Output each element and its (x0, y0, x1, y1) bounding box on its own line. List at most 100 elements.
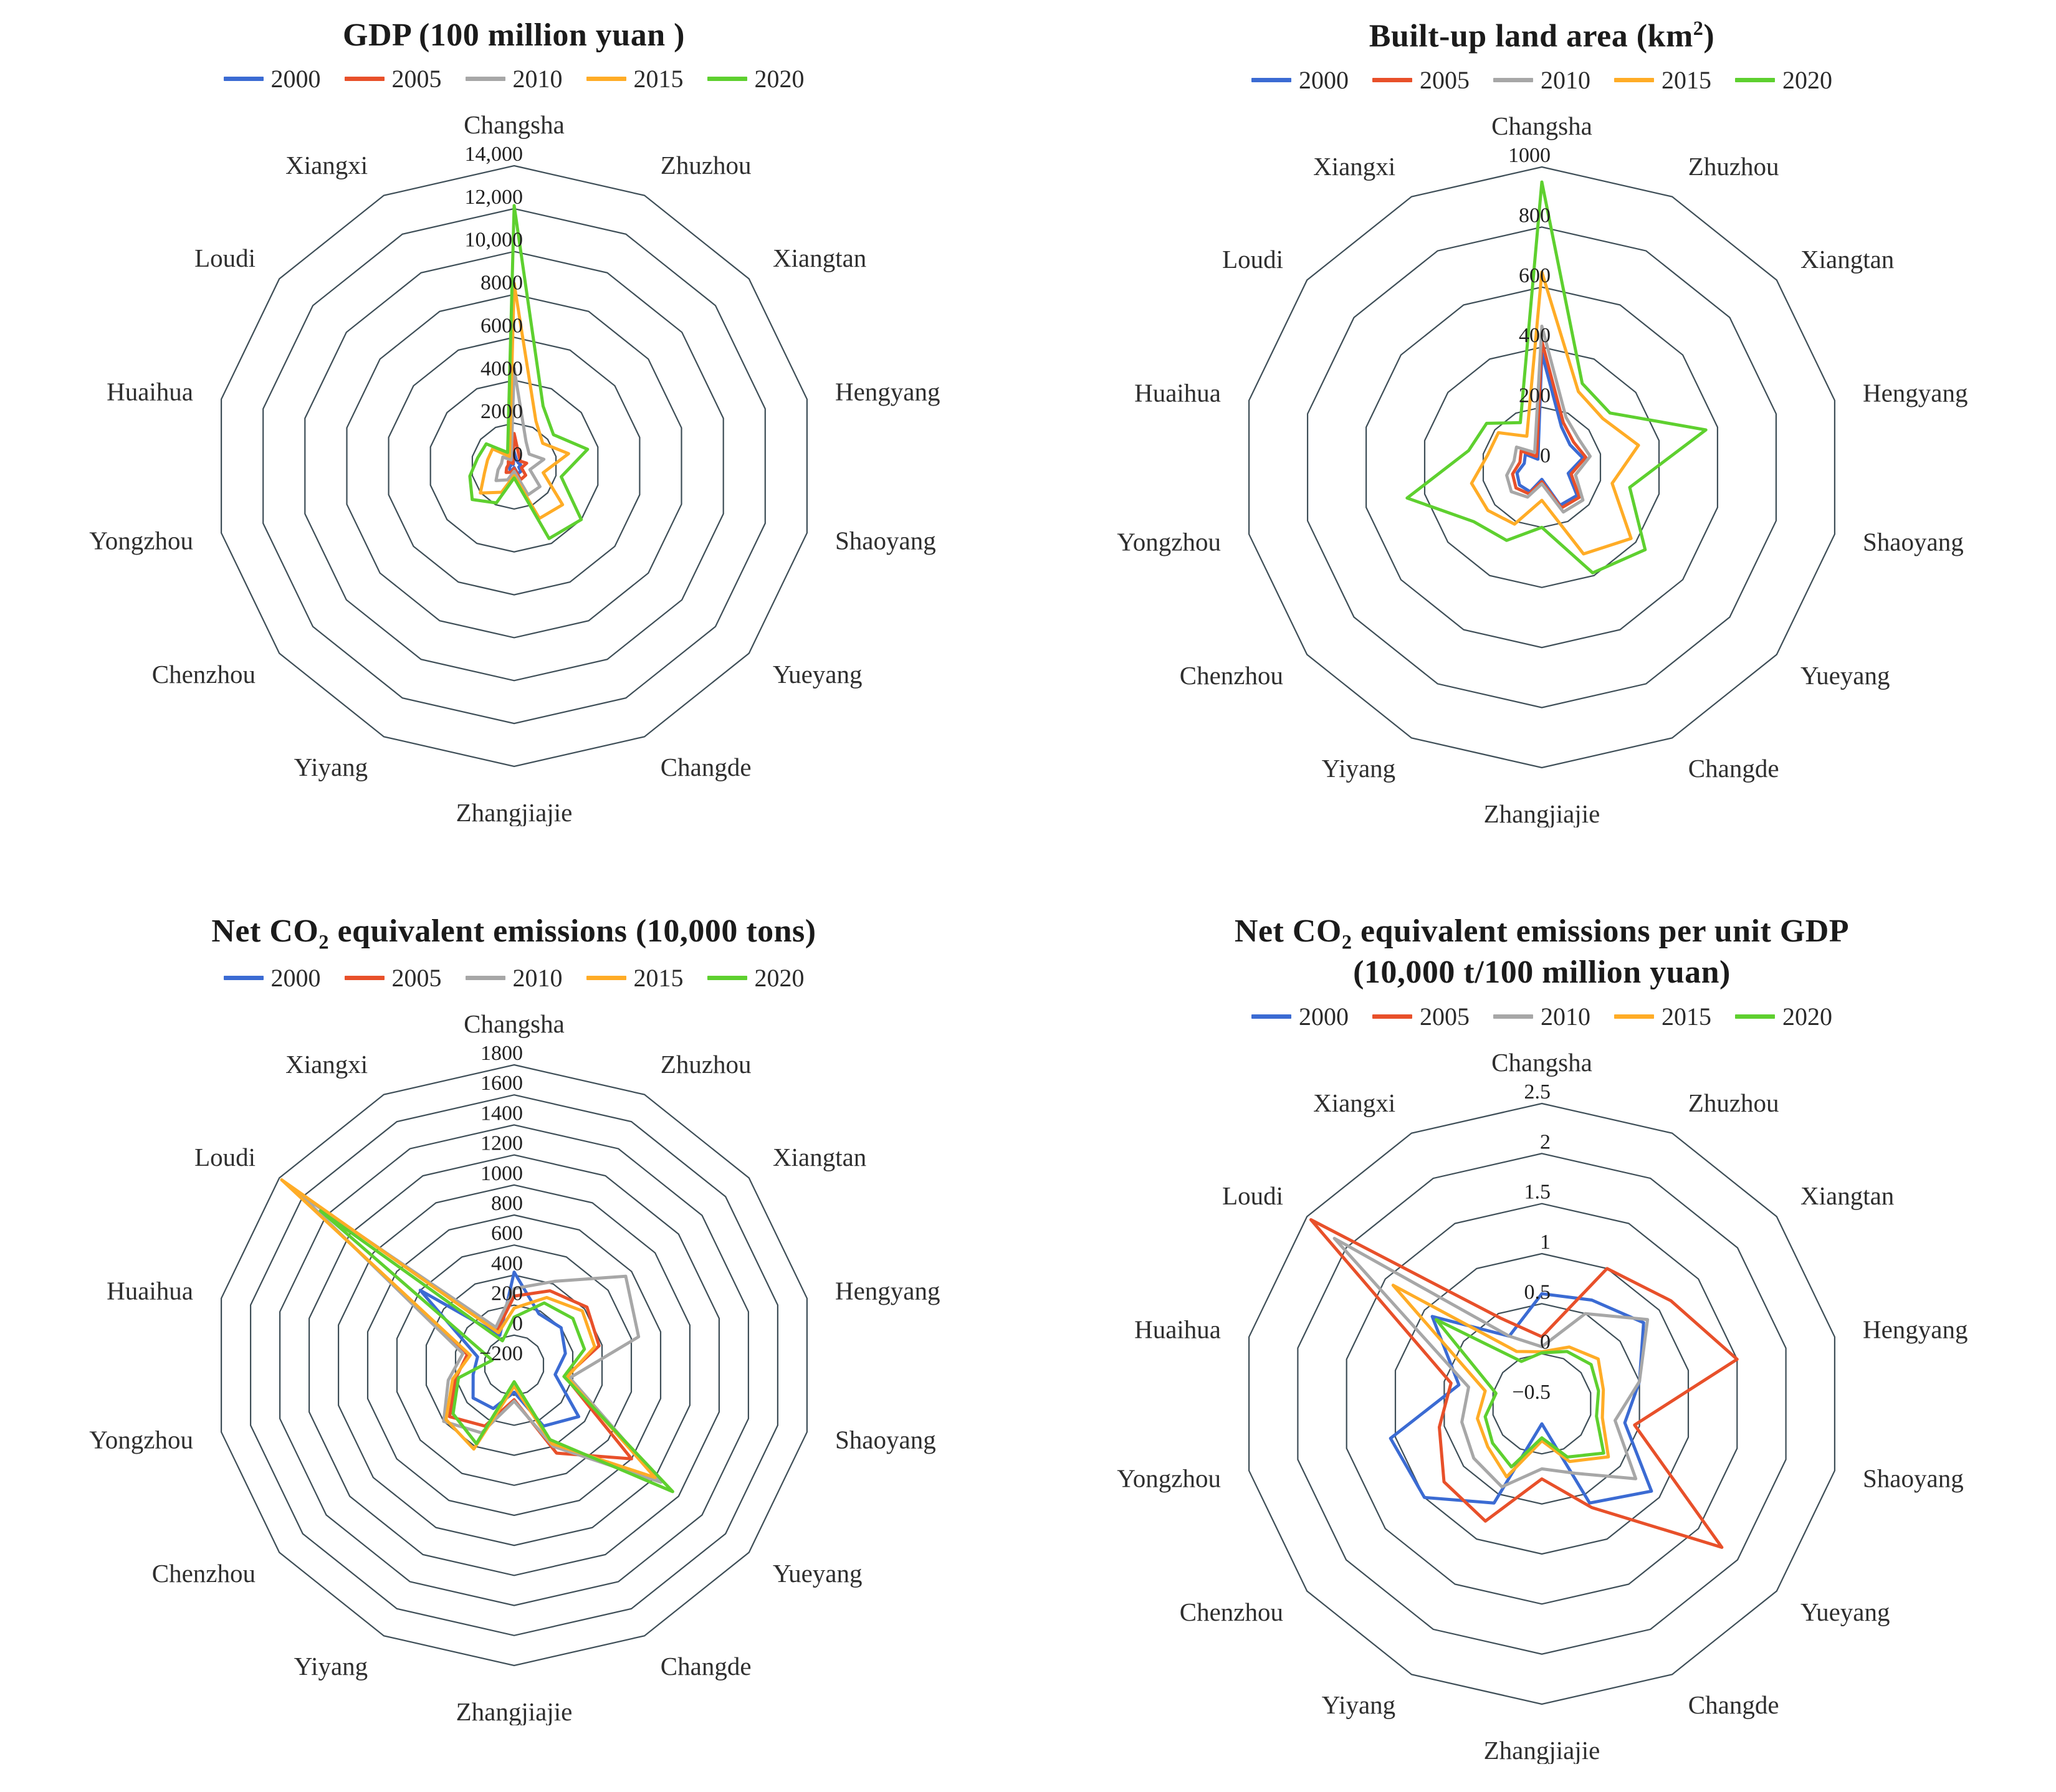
legend-line-swatch (465, 976, 505, 981)
legend-line-swatch (1614, 77, 1654, 82)
radar-plot: 0 200 400 600 800 1000 Changsha Zhuzhou Xiangtan… (1117, 112, 1968, 827)
category-label: Yiyang (1322, 1690, 1395, 1719)
legend-item: 2005 (1372, 1002, 1470, 1031)
legend-label: 2000 (1299, 1002, 1349, 1031)
category-label: Loudi (194, 244, 256, 272)
legend-line-swatch (1735, 1014, 1775, 1019)
grid-ring (1443, 1302, 1640, 1505)
category-label: Loudi (194, 1143, 256, 1171)
category-label: Changsha (1491, 112, 1592, 140)
legend-line-swatch (1493, 77, 1533, 82)
radar-plot: 0 2000 4000 6000 8000 10,000 12,000 14,000 Chang… (89, 110, 940, 826)
grid-ring (1365, 286, 1719, 649)
grid-ring (249, 1094, 778, 1637)
series-2005-polygon (1309, 1218, 1739, 1549)
legend-item: 2015 (586, 963, 684, 993)
legend-label: 2005 (391, 65, 442, 93)
legend-line-swatch (707, 976, 747, 981)
series-2015-polygon (279, 1178, 657, 1480)
category-label: Zhangjiajie (1484, 1736, 1600, 1764)
category-label: Xiangxi (1313, 152, 1395, 181)
category-label: Shaoyang (835, 527, 936, 555)
legend-item: 2000 (1251, 65, 1349, 95)
category-label: Loudi (1222, 244, 1283, 273)
category-label: Xiangxi (285, 151, 368, 179)
series-2020-polygon (467, 204, 589, 541)
legend-label: 2010 (512, 65, 563, 93)
tick-label: 1600 (481, 1072, 523, 1095)
tick-label: 12,000 (464, 186, 523, 209)
category-label: Yiyang (294, 753, 367, 781)
legend-item: 2005 (1372, 65, 1470, 95)
legend-label: 2000 (270, 964, 321, 993)
legend-item: 2000 (223, 64, 321, 93)
category-label: Yueyang (773, 660, 862, 689)
chart-legend: 2000 2005 2010 2015 2020 (223, 963, 805, 993)
category-label: Xiangtan (1800, 1181, 1894, 1210)
chart-title: Net CO2 equivalent emissions (10,000 ton… (211, 912, 816, 953)
category-label: Yueyang (1800, 1598, 1890, 1626)
grid-ring (337, 1184, 691, 1547)
category-label: Zhangjiajie (1484, 799, 1600, 827)
legend-line-swatch (1251, 1014, 1291, 1019)
legend-line-swatch (1251, 77, 1291, 82)
legend-label: 2000 (1299, 65, 1349, 94)
category-label: Changde (660, 753, 751, 781)
tick-label: 0 (1540, 444, 1551, 467)
tick-label: 1000 (481, 1162, 523, 1185)
legend-line-swatch (223, 77, 264, 82)
series-2020-polygon (1434, 1318, 1605, 1469)
legend-label: 2020 (1782, 1002, 1832, 1031)
category-label: Changsha (1491, 1048, 1592, 1077)
category-label: Changde (1688, 1690, 1779, 1719)
category-label: Shaoyang (1863, 1464, 1964, 1492)
tick-label: 600 (491, 1222, 523, 1246)
category-label: Hengyang (1863, 1315, 1968, 1343)
legend-label: 2015 (1662, 65, 1711, 94)
chart-legend: 2000 2005 2010 2015 2020 (1251, 65, 1832, 95)
legend-item: 2020 (707, 963, 805, 993)
category-label: Changsha (464, 110, 565, 139)
tick-label: 2.5 (1524, 1080, 1551, 1103)
category-label: Huaihua (107, 378, 193, 406)
tick-label: 1 (1540, 1231, 1551, 1254)
category-label: Chenzhou (1180, 1598, 1283, 1626)
category-label: Yongzhou (89, 527, 193, 555)
grid-ring (220, 165, 808, 768)
legend-label: 2020 (754, 964, 805, 993)
tick-label: −200 (479, 1342, 522, 1365)
category-label: Zhuzhou (660, 1051, 751, 1079)
category-label: Yongzhou (1117, 527, 1221, 556)
category-label: Xiangxi (285, 1051, 368, 1079)
grid-ring (1307, 226, 1777, 708)
legend-item: 2015 (586, 64, 684, 93)
category-label: Yiyang (294, 1652, 367, 1680)
legend-line-swatch (1735, 77, 1775, 82)
legend-label: 2015 (1662, 1002, 1711, 1031)
category-label: Yongzhou (1117, 1464, 1221, 1492)
chart-builtup-land-area: Built-up land area (km2) 2000 2005 2010 2015… (1028, 0, 2056, 896)
chart-title-line: Net CO2 equivalent emissions per unit GD… (1234, 913, 1850, 953)
tick-label: 8000 (481, 272, 523, 295)
tick-label: 6000 (481, 315, 523, 338)
legend-label: 2010 (1541, 1002, 1590, 1031)
chart-title: GDP (100 million yuan ) (343, 16, 685, 54)
legend-line-swatch (707, 77, 747, 82)
tick-label: 1200 (481, 1132, 523, 1155)
legend-label: 2005 (391, 964, 442, 993)
grid-ring (1423, 346, 1660, 588)
tick-label: 200 (1519, 384, 1551, 407)
category-label: Changde (660, 1652, 751, 1680)
category-label: Yiyang (1322, 754, 1395, 783)
tick-label: 2 (1540, 1130, 1551, 1153)
legend-label: 2020 (1782, 65, 1832, 94)
grid-ring (429, 379, 598, 553)
chart-title: Built-up land area (km2) (1369, 16, 1714, 55)
legend-line-swatch (586, 976, 626, 981)
category-label: Xiangxi (1313, 1089, 1395, 1117)
category-label: Hengyang (835, 1277, 940, 1305)
chart-legend: 2000 2005 2010 2015 2020 (1251, 1002, 1832, 1031)
series-2010-polygon (1332, 1236, 1650, 1489)
legend-label: 2005 (1420, 65, 1470, 94)
category-label: Changde (1688, 754, 1779, 783)
